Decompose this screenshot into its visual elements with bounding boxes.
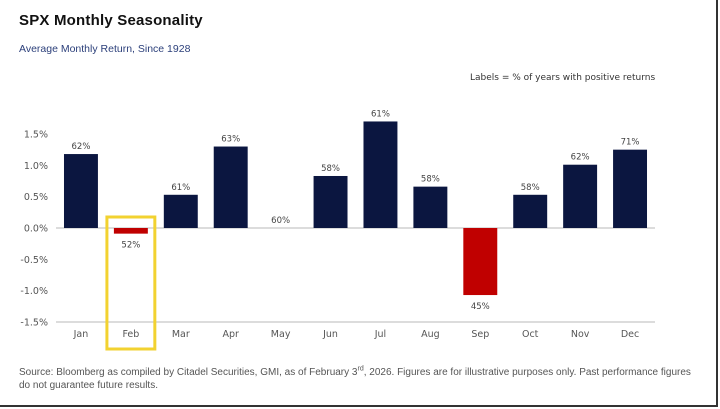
data-label-jun: 58%	[321, 164, 340, 174]
bar-jan	[63, 154, 98, 228]
y-tick-label: 1.5%	[24, 130, 48, 141]
bar-jul	[363, 121, 398, 228]
data-label-jan: 62%	[72, 142, 91, 152]
data-label-may: 60%	[271, 216, 290, 226]
y-tick-label: 0.0%	[24, 224, 48, 235]
highlight-box-feb	[105, 215, 157, 351]
x-tick-label-apr: Apr	[222, 329, 239, 340]
data-label-aug: 58%	[421, 175, 440, 185]
x-tick-label-aug: Aug	[421, 329, 440, 340]
x-tick-label-jun: Jun	[322, 329, 338, 340]
source-superscript: rd	[357, 365, 364, 373]
bar-feb	[113, 228, 148, 234]
bar-dec	[613, 149, 648, 228]
y-tick-label: 1.0%	[24, 161, 48, 172]
x-tick-label-jan: Jan	[73, 329, 89, 340]
data-label-mar: 61%	[171, 183, 190, 193]
data-label-nov: 62%	[571, 153, 590, 163]
y-tick-label: -0.5%	[20, 255, 48, 266]
x-tick-label-jul: Jul	[374, 329, 386, 340]
x-tick-label-dec: Dec	[621, 329, 639, 340]
x-tick-label-feb: Feb	[122, 329, 139, 340]
x-tick-label-may: May	[271, 329, 291, 340]
source-footnote: Source: Bloomberg as compiled by Citadel…	[19, 366, 699, 392]
bar-sep	[463, 228, 498, 296]
source-text-2: , 2026. Figures are for illustrative pur…	[19, 367, 691, 391]
data-label-feb: 52%	[121, 241, 140, 251]
x-tick-label-nov: Nov	[571, 329, 590, 340]
bar-apr	[213, 146, 248, 228]
x-tick-label-mar: Mar	[172, 329, 190, 340]
data-label-dec: 71%	[621, 138, 640, 148]
x-tick-label-sep: Sep	[471, 329, 489, 340]
y-tick-label: -1.5%	[20, 318, 48, 329]
bar-oct	[513, 194, 548, 228]
data-label-jul: 61%	[371, 109, 390, 119]
data-label-sep: 45%	[471, 302, 490, 312]
y-tick-label: 0.5%	[24, 192, 48, 203]
data-label-oct: 58%	[521, 183, 540, 193]
y-tick-label: -1.0%	[20, 286, 48, 297]
chart-subtitle: Average Monthly Return, Since 1928	[19, 43, 191, 55]
bar-mar	[163, 194, 198, 228]
source-text-1: Source: Bloomberg as compiled by Citadel…	[19, 367, 358, 378]
bar-aug	[413, 186, 448, 228]
labels-note: Labels = % of years with positive return…	[470, 73, 656, 83]
x-tick-label-oct: Oct	[522, 329, 539, 340]
chart-title: SPX Monthly Seasonality	[19, 12, 203, 29]
data-label-apr: 63%	[221, 135, 240, 145]
bar-jun	[313, 175, 348, 228]
bar-nov	[563, 164, 598, 228]
